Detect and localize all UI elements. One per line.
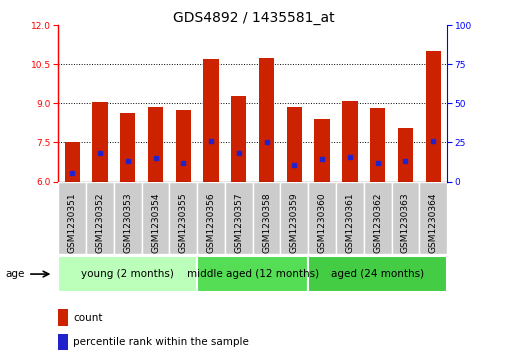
Text: GSM1230356: GSM1230356 xyxy=(207,192,215,253)
Bar xyxy=(370,107,385,182)
Bar xyxy=(419,182,447,254)
Text: GDS4892 / 1435581_at: GDS4892 / 1435581_at xyxy=(173,11,335,25)
Bar xyxy=(120,113,136,182)
Bar xyxy=(398,128,413,182)
Bar xyxy=(392,182,419,254)
Bar xyxy=(148,107,163,182)
Bar xyxy=(253,182,280,254)
Text: GSM1230353: GSM1230353 xyxy=(123,192,132,253)
Bar xyxy=(142,182,170,254)
Text: GSM1230357: GSM1230357 xyxy=(234,192,243,253)
Bar xyxy=(176,110,191,182)
Text: young (2 months): young (2 months) xyxy=(81,269,174,279)
Text: GSM1230360: GSM1230360 xyxy=(318,192,327,253)
Bar xyxy=(342,101,358,182)
Text: GSM1230351: GSM1230351 xyxy=(68,192,77,253)
Bar xyxy=(92,102,108,182)
Text: GSM1230361: GSM1230361 xyxy=(345,192,355,253)
Text: GSM1230355: GSM1230355 xyxy=(179,192,188,253)
Text: GSM1230362: GSM1230362 xyxy=(373,192,382,253)
Bar xyxy=(231,95,246,182)
Bar xyxy=(197,182,225,254)
Text: percentile rank within the sample: percentile rank within the sample xyxy=(73,337,249,347)
Text: GSM1230359: GSM1230359 xyxy=(290,192,299,253)
Text: middle aged (12 months): middle aged (12 months) xyxy=(186,269,319,279)
Bar xyxy=(308,256,447,292)
Bar xyxy=(86,182,114,254)
Bar xyxy=(259,58,274,182)
Text: GSM1230352: GSM1230352 xyxy=(96,192,105,253)
Bar xyxy=(204,59,219,182)
Text: age: age xyxy=(5,269,24,279)
Text: GSM1230363: GSM1230363 xyxy=(401,192,410,253)
Bar xyxy=(58,182,86,254)
Bar xyxy=(58,334,68,350)
Bar xyxy=(58,256,197,292)
Bar xyxy=(197,256,308,292)
Bar xyxy=(308,182,336,254)
Text: GSM1230364: GSM1230364 xyxy=(429,192,438,253)
Text: GSM1230358: GSM1230358 xyxy=(262,192,271,253)
Bar xyxy=(225,182,253,254)
Bar xyxy=(364,182,392,254)
Bar xyxy=(336,182,364,254)
Text: GSM1230354: GSM1230354 xyxy=(151,192,160,253)
Text: count: count xyxy=(73,313,103,323)
Text: aged (24 months): aged (24 months) xyxy=(331,269,424,279)
Bar xyxy=(280,182,308,254)
Bar xyxy=(114,182,142,254)
Bar xyxy=(314,119,330,182)
Bar xyxy=(287,107,302,182)
Bar xyxy=(170,182,197,254)
Bar xyxy=(65,142,80,182)
Bar xyxy=(58,309,68,326)
Bar xyxy=(426,52,441,182)
